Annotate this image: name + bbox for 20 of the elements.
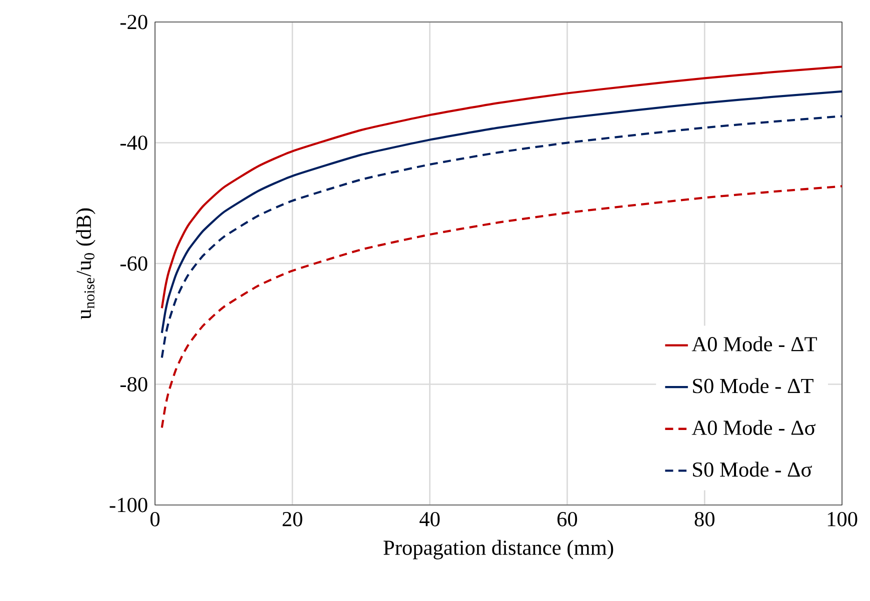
y-axis-title: u$_{noise}$/u$_{0}$ (dB): [76, 208, 96, 320]
line-series: [160, 115, 842, 359]
x-tick-label: 40: [420, 512, 440, 526]
y-tick-label: -20: [120, 14, 148, 30]
y-tick-label: -40: [120, 136, 148, 150]
legend-label: S0 Mode - Δσ: [693, 462, 812, 477]
x-axis-title: Propagation distance (mm): [384, 540, 614, 560]
y-tick-label: -60: [120, 256, 148, 271]
legend-label: S0 Mode - ΔT: [693, 378, 814, 394]
line-series: [160, 90, 842, 334]
y-tick-label: -80: [120, 377, 148, 392]
legend-label: A0 Mode - Δσ: [692, 420, 816, 435]
line-series: [160, 66, 842, 310]
x-tick-label: 0: [150, 512, 160, 526]
x-tick-label: 20: [282, 512, 302, 526]
y-tick-label: -100: [110, 498, 148, 512]
legend-label: A0 Mode - ΔT: [692, 336, 817, 352]
x-tick-label: 100: [828, 512, 858, 526]
x-tick-label: 80: [694, 512, 714, 526]
x-tick-label: 60: [557, 512, 578, 526]
